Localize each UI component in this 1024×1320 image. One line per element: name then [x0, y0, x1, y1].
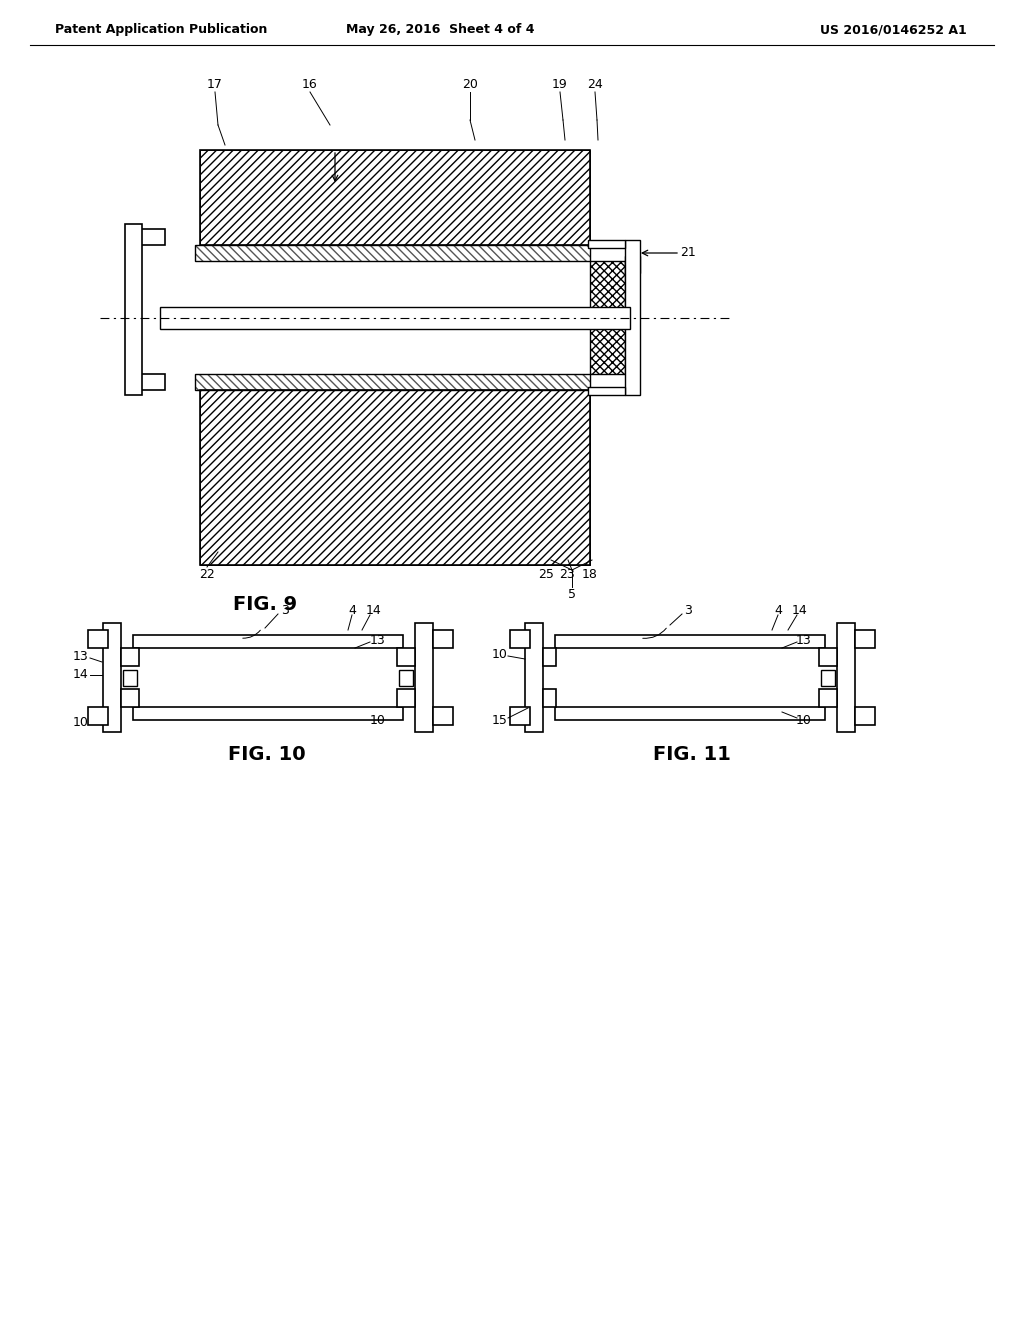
Bar: [555, 708, 825, 719]
Bar: [590, 261, 625, 374]
Text: 15: 15: [493, 714, 508, 726]
Bar: [88, 630, 108, 648]
Bar: [525, 623, 543, 733]
Text: May 26, 2016  Sheet 4 of 4: May 26, 2016 Sheet 4 of 4: [346, 24, 535, 37]
Text: 13: 13: [73, 651, 89, 664]
Text: FIG. 10: FIG. 10: [228, 746, 306, 764]
Bar: [590, 261, 625, 374]
Bar: [415, 623, 433, 733]
Bar: [555, 635, 825, 648]
Text: 3: 3: [684, 603, 692, 616]
Bar: [195, 246, 590, 261]
Text: 21: 21: [680, 247, 695, 260]
Bar: [121, 689, 139, 708]
Text: 5: 5: [568, 587, 575, 601]
Bar: [200, 389, 590, 565]
Bar: [588, 240, 625, 248]
Bar: [819, 689, 837, 708]
Text: 24: 24: [587, 78, 603, 91]
Text: 14: 14: [73, 668, 89, 681]
Text: 13: 13: [370, 634, 386, 647]
Bar: [819, 648, 837, 667]
Text: 10: 10: [796, 714, 812, 726]
Bar: [133, 708, 403, 719]
Text: 10: 10: [370, 714, 386, 726]
Bar: [140, 374, 165, 389]
Text: 17: 17: [207, 78, 223, 91]
Text: Patent Application Publication: Patent Application Publication: [55, 24, 267, 37]
Bar: [195, 246, 590, 261]
Bar: [837, 623, 855, 733]
Bar: [625, 256, 640, 273]
Bar: [160, 306, 630, 329]
Text: FIG. 9: FIG. 9: [232, 595, 297, 615]
Bar: [433, 708, 453, 725]
Text: 22: 22: [199, 569, 215, 582]
Bar: [433, 630, 453, 648]
Bar: [543, 689, 556, 708]
Text: 18: 18: [582, 569, 598, 582]
Text: 4: 4: [774, 603, 782, 616]
Bar: [195, 374, 590, 389]
Bar: [510, 630, 530, 648]
Bar: [399, 669, 413, 685]
Bar: [397, 648, 415, 667]
Bar: [397, 689, 415, 708]
Bar: [103, 623, 121, 733]
Bar: [200, 150, 590, 246]
Bar: [821, 669, 835, 685]
Text: 20: 20: [462, 78, 478, 91]
Bar: [140, 228, 165, 246]
Text: 10: 10: [73, 717, 89, 730]
Bar: [543, 648, 556, 667]
Bar: [121, 648, 139, 667]
Text: 23: 23: [559, 569, 574, 582]
Bar: [123, 669, 137, 685]
Bar: [855, 630, 874, 648]
Bar: [855, 708, 874, 725]
Bar: [200, 389, 590, 565]
Bar: [588, 387, 625, 395]
Text: 19: 19: [552, 78, 568, 91]
Text: 3: 3: [281, 603, 289, 616]
Bar: [195, 374, 590, 389]
Text: 16: 16: [302, 78, 317, 91]
Text: US 2016/0146252 A1: US 2016/0146252 A1: [820, 24, 967, 37]
Text: 4: 4: [348, 603, 356, 616]
Text: 10: 10: [493, 648, 508, 661]
Bar: [200, 150, 590, 246]
Text: FIG. 11: FIG. 11: [653, 746, 731, 764]
Bar: [88, 708, 108, 725]
Text: 14: 14: [793, 603, 808, 616]
Text: 14: 14: [367, 603, 382, 616]
Bar: [125, 224, 142, 395]
Bar: [510, 708, 530, 725]
Bar: [625, 240, 640, 395]
Bar: [133, 635, 403, 648]
Text: 13: 13: [796, 634, 812, 647]
Text: 25: 25: [538, 569, 554, 582]
